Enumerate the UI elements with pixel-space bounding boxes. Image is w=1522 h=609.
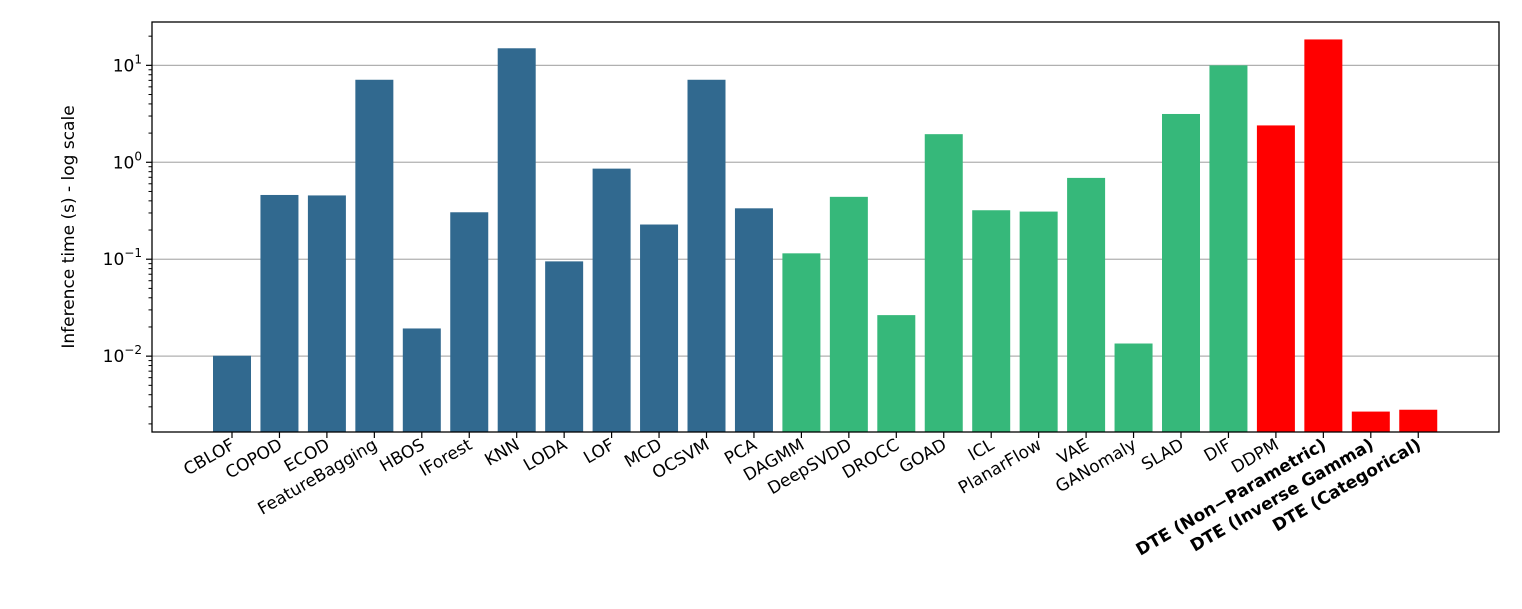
bar-ocsvm [687, 79, 726, 432]
y-axis-ticks: 10−2 10−1 100 101 [103, 35, 152, 425]
bar-drocc [877, 315, 916, 432]
bar-icl [972, 210, 1011, 432]
gridlines [152, 64, 1499, 357]
bar-goad [924, 134, 963, 433]
bar-deepsvdd [829, 196, 868, 432]
bar-knn [497, 48, 536, 432]
bar-ddpm [1256, 125, 1295, 432]
bar-loda [545, 261, 584, 432]
bar-lof [592, 168, 631, 432]
x-tick-label: IForest [416, 435, 476, 481]
x-tick-label: LOF [580, 435, 618, 468]
bar-dte-inverse-gamma [1351, 411, 1390, 432]
y-tick-label: 101 [113, 52, 142, 76]
bar-copod [260, 194, 299, 432]
bar-dagmm [782, 253, 821, 432]
y-tick-label: 100 [113, 149, 142, 173]
x-tick-label: LODA [520, 435, 571, 476]
bar-dif [1209, 65, 1248, 432]
bar-hbos [402, 328, 441, 432]
x-tick-label: SLAD [1138, 435, 1187, 475]
bar-slad [1162, 113, 1200, 432]
bar-dte-non-parametric [1304, 39, 1343, 432]
x-tick-label: PlanarFlow [955, 435, 1045, 499]
bar-vae [1067, 177, 1106, 432]
x-tick-label: GOAD [896, 435, 950, 478]
plot-frame [151, 21, 1500, 433]
bar-ganomaly [1114, 343, 1153, 432]
bar-featurebagging [355, 79, 394, 432]
bar-iforest [450, 212, 489, 432]
bar-ecod [307, 195, 346, 432]
bar-cblof [213, 355, 251, 432]
bar-pca [734, 208, 773, 432]
bars [213, 39, 1438, 433]
y-tick-label: 10−1 [103, 246, 142, 270]
bar-planarflow [1019, 211, 1058, 432]
y-tick-label: 10−2 [103, 343, 142, 367]
y-axis-label: Inference time (s) - log scale [59, 105, 79, 348]
x-tick-label: KNN [482, 435, 524, 471]
bar-mcd [640, 224, 679, 432]
bar-dte-categorical [1399, 409, 1438, 432]
